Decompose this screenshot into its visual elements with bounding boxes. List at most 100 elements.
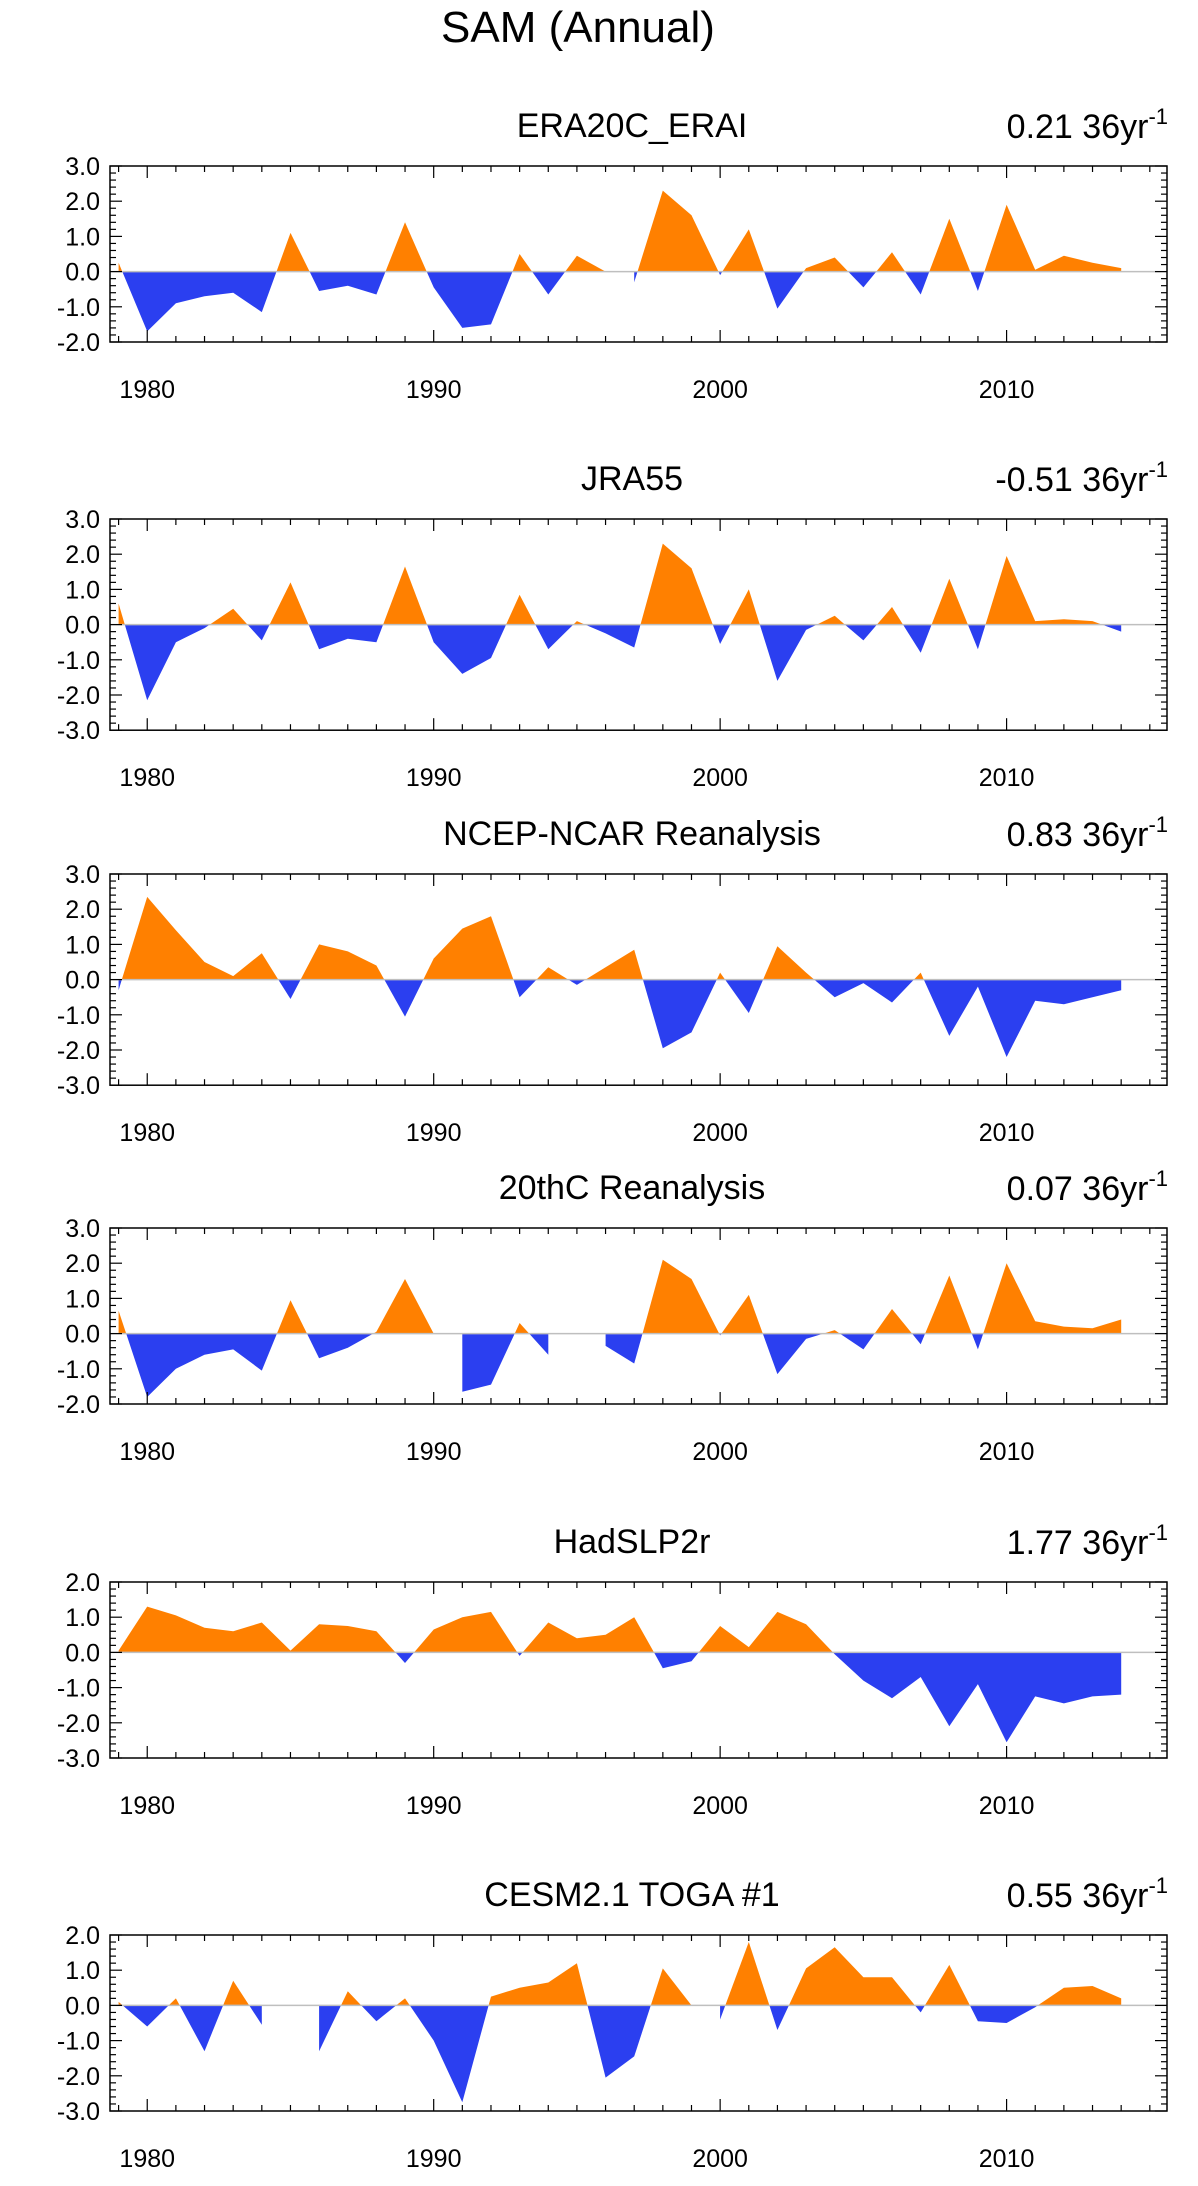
y-tick-label: 0.0 — [65, 259, 100, 287]
negative-area — [718, 271, 723, 276]
negative-area — [712, 624, 731, 644]
trend-superscript: -1 — [1148, 1166, 1168, 1191]
negative-area — [517, 1652, 523, 1656]
plot-frame — [109, 1934, 1168, 2112]
positive-area — [565, 255, 606, 272]
y-tick-label: 1.0 — [65, 1604, 100, 1632]
negative-area — [759, 624, 817, 681]
positive-area — [763, 946, 815, 980]
panel-6: CESM2.1 TOGA #1 0.55 36yr-1 2.0 1.0 0.0 -1.0 -… — [57, 1873, 1168, 2173]
negative-area — [118, 979, 122, 991]
positive-area — [383, 566, 427, 625]
y-tick-label: 1.0 — [65, 931, 100, 959]
x-tick-label: 2000 — [692, 2145, 748, 2173]
y-tick-label: -2.0 — [57, 329, 100, 357]
panel-title: NCEP-NCAR Reanalysis — [443, 815, 821, 853]
positive-area — [514, 1323, 530, 1334]
positive-area — [876, 252, 906, 272]
x-tick-label: 2010 — [979, 764, 1035, 792]
plot-frame — [109, 1227, 1168, 1405]
negative-area — [720, 2005, 726, 2020]
panel-title: CESM2.1 TOGA #1 — [484, 1876, 779, 1914]
negative-area — [848, 271, 877, 288]
positive-area — [985, 556, 1103, 625]
panel-title: ERA20C_ERAI — [517, 107, 748, 145]
negative-area — [912, 1333, 926, 1345]
y-tick-label: -2.0 — [57, 1710, 100, 1738]
y-tick-label: -1.0 — [57, 1675, 100, 1703]
panel-title: HadSLP2r — [554, 1523, 711, 1561]
negative-area — [247, 624, 270, 641]
negative-area — [634, 271, 638, 283]
positive-area — [118, 2001, 123, 2006]
positive-area — [300, 944, 385, 980]
negative-area — [308, 624, 384, 650]
negative-area — [124, 624, 210, 701]
y-tick-label: -3.0 — [57, 2098, 100, 2126]
trend-superscript: -1 — [1148, 1873, 1168, 1898]
panel-1: ERA20C_ERAI 0.21 36yr-1 3.0 2.0 1.0 0.0 -1.0 -2… — [57, 104, 1168, 404]
x-tick-label: 2010 — [979, 1119, 1035, 1147]
x-tick-label: 2000 — [692, 1438, 748, 1466]
positive-area — [698, 1611, 833, 1653]
x-tick-label: 1990 — [406, 1119, 462, 1147]
y-tick-label: 0.0 — [65, 1992, 100, 2020]
positive-area — [269, 582, 309, 625]
y-tick-label: -1.0 — [57, 647, 100, 675]
y-tick-label: 3.0 — [65, 861, 100, 889]
x-tick-label: 2010 — [979, 1438, 1035, 1466]
negative-area — [568, 979, 586, 985]
y-tick-label: -2.0 — [57, 682, 100, 710]
y-tick-label: -1.0 — [57, 1356, 100, 1384]
positive-area — [341, 1991, 362, 2006]
panel-3: NCEP-NCAR Reanalysis 0.83 36yr-1 3.0 2.0 1.0… — [57, 812, 1168, 1147]
y-tick-label: 0.0 — [65, 1639, 100, 1667]
plot-frame — [109, 165, 1168, 343]
y-tick-label: -1.0 — [57, 294, 100, 322]
negative-area — [844, 624, 877, 641]
negative-area — [249, 2005, 262, 2025]
negative-area — [427, 624, 507, 674]
negative-area — [605, 1333, 643, 1364]
positive-area — [276, 232, 310, 272]
negative-area — [309, 271, 386, 295]
positive-area — [722, 229, 765, 272]
positive-area — [650, 1968, 692, 2006]
x-tick-label: 1990 — [406, 376, 462, 404]
positive-area — [984, 204, 1122, 272]
negative-area — [384, 979, 424, 1017]
negative-area — [122, 2005, 169, 2027]
positive-area — [423, 916, 514, 980]
positive-area — [876, 607, 903, 625]
panel-title: 20thC Reanalysis — [499, 1169, 765, 1207]
positive-area — [373, 1279, 434, 1334]
negative-area — [126, 1333, 277, 1397]
y-tick-label: 3.0 — [65, 506, 100, 534]
x-tick-label: 1990 — [406, 2145, 462, 2173]
negative-area — [462, 1333, 515, 1392]
positive-area — [209, 608, 248, 625]
positive-area — [536, 967, 569, 980]
negative-area — [923, 979, 1122, 1057]
panel-title: JRA55 — [581, 460, 683, 498]
positive-area — [121, 896, 279, 980]
y-tick-label: -3.0 — [57, 1072, 100, 1100]
positive-area — [118, 262, 123, 272]
negative-area — [970, 271, 985, 291]
x-tick-label: 2010 — [979, 2145, 1035, 2173]
negative-area — [969, 2005, 1038, 2023]
positive-area — [924, 1964, 970, 2006]
plot-frame — [109, 1581, 1168, 1759]
negative-area — [814, 979, 914, 1003]
positive-area — [585, 949, 643, 980]
positive-area — [488, 1963, 588, 2006]
negative-area — [587, 2005, 651, 2078]
y-tick-label: -2.0 — [57, 2063, 100, 2091]
negative-area — [122, 271, 277, 332]
positive-area — [925, 1275, 972, 1334]
positive-area — [931, 578, 968, 625]
positive-area — [168, 1998, 180, 2006]
y-tick-label: 1.0 — [65, 1285, 100, 1313]
y-tick-label: 3.0 — [65, 153, 100, 181]
positive-area — [716, 972, 726, 980]
